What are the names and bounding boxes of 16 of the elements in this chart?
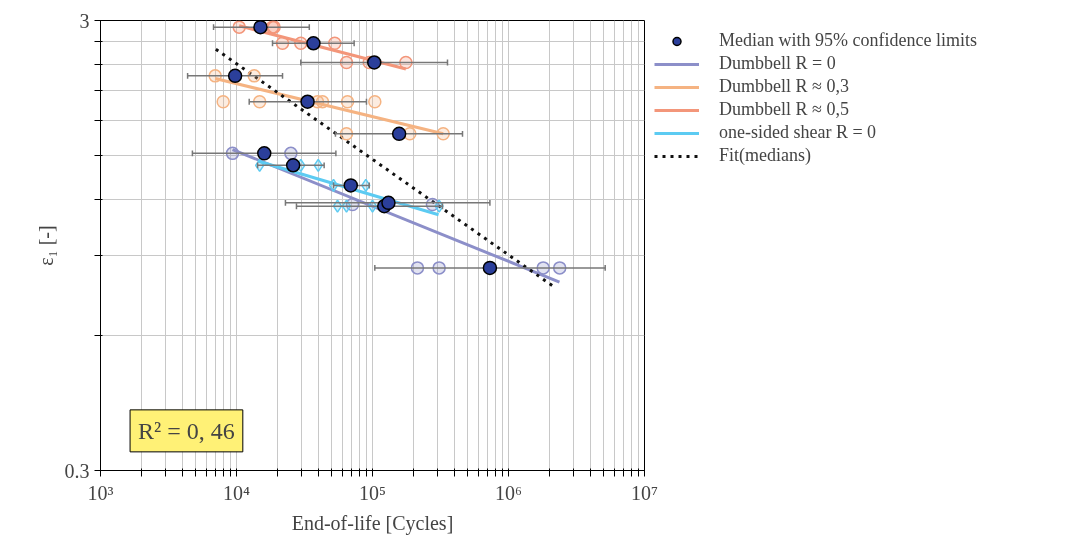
- annotation: R² = 0, 46: [138, 417, 235, 444]
- legend-label: Fit(medians): [719, 145, 811, 166]
- x-axis-title: End-of-life [Cycles]: [291, 511, 454, 535]
- y-tick-label: 0.3: [64, 459, 90, 482]
- x-tick-label: 10⁶: [495, 481, 523, 504]
- x-tick-label: 10⁴: [223, 481, 251, 504]
- y-axis-title: ε₁ [-]: [34, 225, 57, 266]
- legend-label: Dumbbell R = 0: [719, 53, 836, 74]
- legend-label: Dumbbell R ≈ 0,3: [719, 76, 849, 97]
- legend-label: one-sided shear R = 0: [719, 122, 877, 143]
- x-tick-label: 10³: [87, 481, 114, 504]
- legend-label: Median with 95% confidence limits: [719, 30, 977, 51]
- y-tick-label: 3: [79, 9, 90, 32]
- x-tick-label: 10⁷: [631, 481, 659, 504]
- legend-label: Dumbbell R ≈ 0,5: [719, 99, 849, 120]
- x-tick-label: 10⁵: [359, 481, 386, 504]
